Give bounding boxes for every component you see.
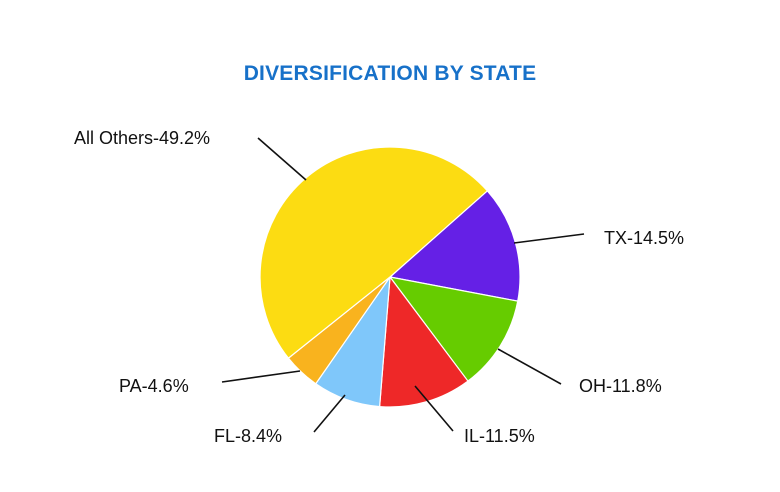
slice-label-oh: OH-11.8% (579, 376, 662, 396)
pie-slices (259, 146, 521, 408)
slice-label-il: IL-11.5% (464, 426, 535, 446)
leader-line-tx (513, 233, 585, 244)
leader-lines (221, 137, 585, 433)
slice-label-all-others: All Others-49.2% (74, 128, 210, 148)
leader-line-il (414, 385, 454, 432)
slice-labels: TX-14.5% OH-11.8% IL-11.5% FL-8.4% PA-4.6% Al… (74, 128, 684, 446)
pie-slice-il (378, 275, 469, 408)
leader-line-pa (221, 370, 301, 383)
slice-label-tx: TX-14.5% (604, 228, 684, 248)
slice-label-pa: PA-4.6% (119, 376, 189, 396)
slice-label-fl: FL-8.4% (214, 426, 282, 446)
pie-slice-oh (388, 276, 519, 382)
leader-line-fl (313, 394, 346, 433)
leader-line-all-others (257, 137, 307, 181)
pie-slice-all-others (259, 146, 489, 359)
leader-line-oh (497, 348, 562, 385)
chart-title: DIVERSIFICATION BY STATE (243, 62, 537, 85)
